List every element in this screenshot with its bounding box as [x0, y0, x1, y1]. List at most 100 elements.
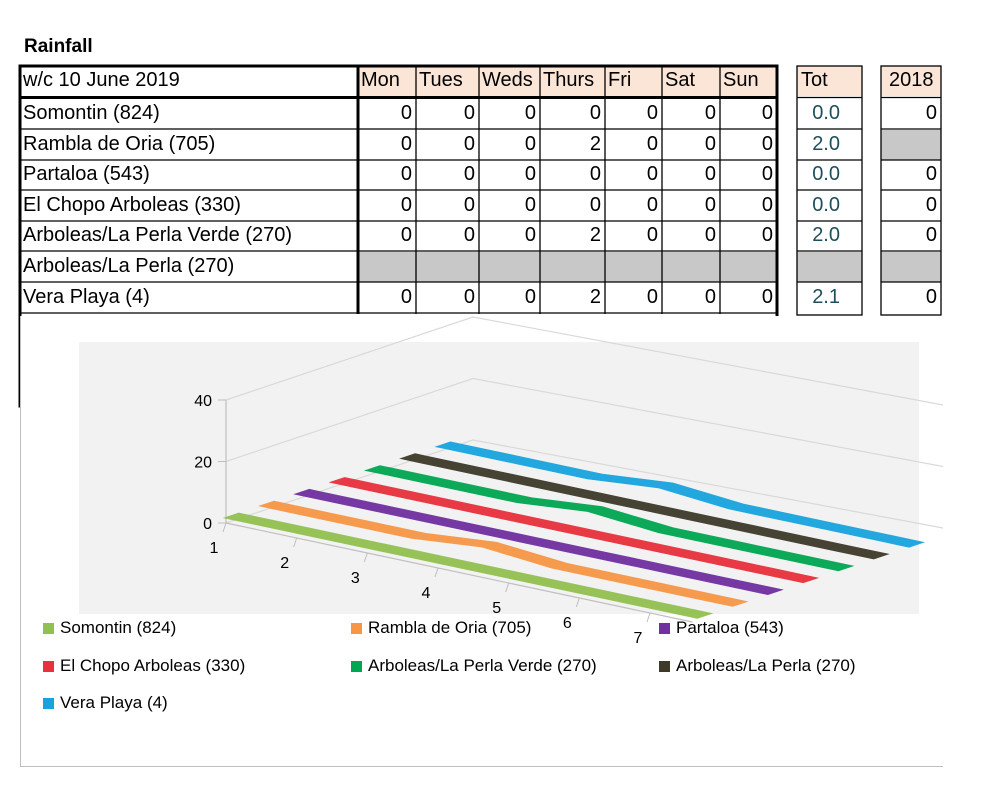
- x-tick-label: 5: [492, 600, 501, 617]
- rain-value: 0: [761, 133, 773, 155]
- rain-value: 0: [463, 224, 475, 246]
- legend-item: Arboleas/La Perla (270): [659, 656, 856, 676]
- rain-value: 0: [704, 133, 716, 155]
- series-area: [434, 441, 926, 548]
- rain-value: 0: [646, 224, 658, 246]
- rain-value: 0: [589, 194, 601, 216]
- total-value: [797, 252, 862, 282]
- total-value: 2.0: [812, 224, 840, 246]
- header-2018: 2018: [881, 66, 941, 96]
- prev-year-value: [881, 130, 941, 160]
- x-axis-line: [225, 522, 693, 623]
- legend-item: Arboleas/La Perla Verde (270): [351, 656, 597, 676]
- chart-area: 0 20 40 1 2 3 4 5 6 7 Somontin (824) Rambla de Ori…: [20, 316, 943, 767]
- series-area: [293, 488, 784, 596]
- x-tick: [293, 537, 298, 548]
- rain-value: 0: [704, 163, 716, 185]
- rain-value: [605, 252, 662, 282]
- total-value: 2.1: [812, 286, 840, 308]
- legend-label: El Chopo Arboleas (330): [60, 656, 246, 675]
- rain-value: 0: [761, 194, 773, 216]
- rain-value: 2: [589, 133, 601, 155]
- header-tot: Tot: [797, 66, 862, 96]
- rain-value: 2: [589, 224, 601, 246]
- series-area: [222, 512, 714, 619]
- rain-value: 0: [400, 194, 412, 216]
- prev-year-value: 0: [925, 163, 937, 185]
- x-tick: [363, 552, 368, 563]
- rain-value: 2: [589, 286, 601, 308]
- rain-value: 0: [761, 224, 773, 246]
- header-thurs: Thurs: [540, 66, 605, 96]
- header-weds: Weds: [479, 66, 540, 96]
- rain-value: 0: [646, 163, 658, 185]
- header-tues: Tues: [416, 66, 479, 96]
- x-tick-label: 1: [210, 540, 219, 557]
- rain-value: 0: [704, 286, 716, 308]
- station-name: Somontin (824): [23, 102, 160, 124]
- rain-value: 0: [463, 133, 475, 155]
- station-name: Vera Playa (4): [23, 286, 150, 308]
- header-sat: Sat: [662, 66, 720, 96]
- rain-value: 0: [400, 133, 412, 155]
- series-area: [328, 477, 820, 584]
- rain-value: 0: [646, 286, 658, 308]
- legend-label: Rambla de Oria (705): [368, 618, 532, 637]
- rain-value: 0: [400, 102, 412, 124]
- legend-swatch: [43, 697, 54, 709]
- gridline: [225, 316, 943, 406]
- legend-label: Partaloa (543): [676, 618, 784, 637]
- x-tick-label: 4: [422, 585, 431, 602]
- header-sun: Sun: [720, 66, 777, 96]
- rain-value: 0: [589, 163, 601, 185]
- rain-value: 0: [646, 194, 658, 216]
- legend-item: Partaloa (543): [659, 618, 784, 638]
- station-name: El Chopo Arboleas (330): [23, 194, 241, 216]
- rain-value: 0: [704, 194, 716, 216]
- rain-value: 0: [704, 102, 716, 124]
- prev-year-value: 0: [925, 194, 937, 216]
- legend-swatch: [351, 660, 362, 672]
- header-fri: Fri: [605, 66, 662, 96]
- prev-year-value: 0: [925, 286, 937, 308]
- legend-label: Arboleas/La Perla (270): [676, 656, 856, 675]
- y-tick-label: 0: [203, 516, 212, 533]
- series-area: [399, 453, 890, 560]
- legend-label: Arboleas/La Perla Verde (270): [368, 656, 597, 675]
- rain-value: 0: [524, 286, 536, 308]
- gridline: [225, 377, 943, 468]
- rain-value: [416, 252, 479, 282]
- chart-plot: 0 20 40 1 2 3 4 5 6 7: [79, 316, 943, 647]
- rain-value: [358, 252, 416, 282]
- rain-value: 0: [524, 133, 536, 155]
- week-label: w/c 10 June 2019: [23, 69, 180, 91]
- prev-year-value: 0: [925, 102, 937, 124]
- prev-year-value: 0: [925, 224, 937, 246]
- rain-value: [479, 252, 540, 282]
- rain-value: 0: [646, 102, 658, 124]
- x-tick-label: 3: [351, 570, 360, 587]
- x-tick: [505, 582, 510, 593]
- y-tick-label: 40: [194, 393, 212, 410]
- rain-value: 0: [400, 224, 412, 246]
- legend-item: Somontin (824): [43, 618, 176, 638]
- rain-value: 0: [589, 102, 601, 124]
- rain-value: 0: [400, 163, 412, 185]
- rain-value: 0: [400, 286, 412, 308]
- header-mon: Mon: [358, 66, 416, 96]
- page-title: Rainfall: [24, 36, 93, 57]
- x-tick: [434, 567, 439, 578]
- series-area: [363, 465, 855, 572]
- total-value: 0.0: [812, 102, 840, 124]
- legend-swatch: [659, 622, 670, 634]
- rain-value: 0: [524, 194, 536, 216]
- legend-swatch: [659, 660, 670, 672]
- rain-value: 0: [463, 286, 475, 308]
- x-tick: [646, 612, 651, 623]
- rain-value: 0: [761, 286, 773, 308]
- prev-year-value: [881, 252, 941, 282]
- rain-value: [540, 252, 605, 282]
- rain-value: 0: [524, 224, 536, 246]
- y-tick-label: 20: [194, 455, 212, 472]
- x-tick-label: 6: [563, 615, 572, 632]
